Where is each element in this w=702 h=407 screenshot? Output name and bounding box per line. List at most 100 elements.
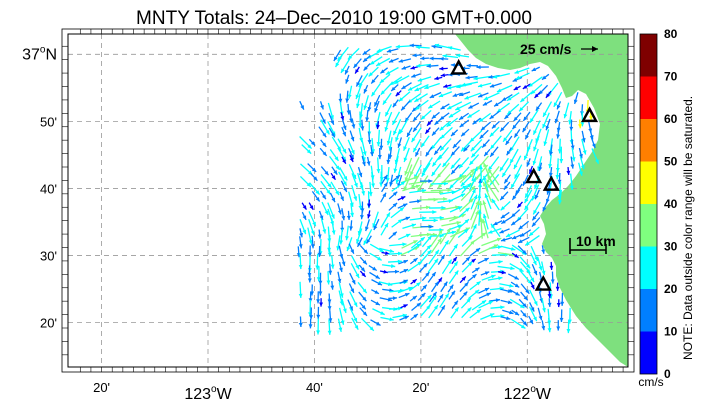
current-vector-head bbox=[317, 234, 322, 239]
current-vector-head bbox=[522, 84, 528, 89]
current-vector-head bbox=[316, 330, 321, 335]
current-vector-head bbox=[434, 249, 439, 255]
longitude-label: 20' bbox=[412, 380, 429, 395]
current-vector-head bbox=[491, 274, 496, 279]
current-vector-head bbox=[439, 190, 444, 195]
current-vector-head bbox=[490, 223, 495, 229]
colorbar-segment bbox=[640, 34, 657, 77]
current-vector-head bbox=[483, 181, 487, 187]
current-vector-head bbox=[526, 162, 531, 167]
current-vector-head bbox=[416, 302, 421, 307]
current-vector-head bbox=[478, 182, 483, 187]
current-vector-head bbox=[398, 59, 404, 63]
colorbar-segment bbox=[640, 246, 657, 289]
saturation-note: NOTE: Data outside color range will be s… bbox=[681, 96, 695, 360]
current-vector-head bbox=[478, 178, 483, 183]
current-vector-head bbox=[503, 137, 508, 142]
current-vector-head bbox=[509, 310, 514, 315]
current-vector-head bbox=[345, 98, 350, 103]
current-vector-head bbox=[362, 151, 367, 156]
current-vector-head bbox=[298, 264, 303, 270]
current-vector-head bbox=[309, 205, 314, 210]
current-vector-field bbox=[296, 43, 600, 335]
current-vector-head bbox=[412, 279, 417, 284]
current-vector-head bbox=[489, 132, 495, 137]
current-vector-head bbox=[465, 256, 471, 262]
current-vector-head bbox=[402, 242, 407, 247]
current-vector-head bbox=[392, 191, 398, 196]
current-vector-head bbox=[322, 132, 327, 138]
current-vector-head bbox=[318, 280, 323, 285]
current-vector-head bbox=[466, 183, 471, 188]
current-vector-head bbox=[449, 184, 454, 189]
current-vector-head bbox=[386, 140, 391, 146]
current-vector-head bbox=[440, 134, 445, 139]
current-vector-head bbox=[425, 129, 430, 134]
current-vector-head bbox=[368, 191, 373, 197]
current-vector-head bbox=[548, 163, 553, 169]
current-vector-head bbox=[530, 307, 535, 312]
current-vector-head bbox=[312, 221, 316, 227]
current-vector-head bbox=[351, 279, 356, 285]
current-vector-head bbox=[443, 181, 449, 186]
current-vector-head bbox=[349, 226, 354, 231]
current-vector-head bbox=[306, 149, 312, 154]
colorbar: 0 10 20 30 40 50 60 70 80 bbox=[639, 27, 678, 381]
current-vector-head bbox=[345, 69, 349, 75]
current-vector-head bbox=[522, 249, 527, 255]
current-vector-head bbox=[452, 256, 457, 262]
current-vector-head bbox=[380, 69, 385, 74]
radar-station-marker bbox=[450, 58, 468, 75]
current-vector-head bbox=[571, 157, 576, 162]
current-vector-head bbox=[510, 246, 516, 251]
current-vector-head bbox=[331, 197, 336, 203]
current-vector-head bbox=[520, 232, 525, 237]
current-vector-head bbox=[578, 124, 582, 129]
current-vector-head bbox=[525, 134, 529, 140]
current-vector-head bbox=[529, 169, 533, 174]
latitude-label: 30' bbox=[40, 249, 57, 264]
colorbar-frame bbox=[639, 33, 658, 375]
reference-vector-arrowhead bbox=[592, 46, 598, 52]
current-vector-head bbox=[481, 218, 486, 224]
current-vector-head bbox=[479, 134, 484, 139]
current-vector-head bbox=[302, 215, 307, 220]
current-vector-head bbox=[342, 181, 347, 186]
current-vector-head bbox=[315, 190, 320, 195]
current-vector-head bbox=[475, 210, 479, 215]
current-vector-head bbox=[308, 324, 313, 329]
current-vector-head bbox=[588, 115, 593, 121]
current-vector-head bbox=[310, 230, 315, 236]
current-vector-head bbox=[383, 175, 388, 180]
current-vector-head bbox=[424, 85, 429, 90]
current-vector-head bbox=[341, 215, 346, 221]
current-vector-head bbox=[355, 264, 360, 270]
current-vector-head bbox=[371, 183, 375, 188]
plot-area bbox=[68, 34, 628, 367]
current-vector-head bbox=[421, 142, 426, 148]
current-vector-head bbox=[533, 301, 538, 306]
current-vector-head bbox=[462, 185, 467, 190]
current-vector-head bbox=[326, 189, 331, 195]
current-vector-head bbox=[411, 223, 416, 228]
current-vector-head bbox=[330, 285, 335, 290]
current-vector-head bbox=[427, 294, 432, 300]
current-vector-head bbox=[538, 90, 543, 95]
current-vector-head bbox=[569, 185, 574, 190]
current-vector-head bbox=[387, 282, 393, 287]
current-vector-head bbox=[477, 83, 483, 88]
scale-bar: 10 km bbox=[569, 233, 616, 254]
current-vector-head bbox=[394, 80, 399, 84]
latitude-label: 37oN bbox=[22, 44, 57, 63]
current-vector-head bbox=[531, 67, 537, 72]
current-vector-head bbox=[349, 306, 353, 311]
colorbar-tick-label: 40 bbox=[664, 197, 678, 211]
current-vector-head bbox=[547, 328, 552, 333]
current-vector-head bbox=[315, 265, 320, 270]
current-vector-head bbox=[456, 53, 461, 58]
current-vector-head bbox=[340, 320, 345, 325]
current-vector-head bbox=[310, 244, 315, 249]
current-vector-head bbox=[479, 217, 484, 222]
current-vector-head bbox=[484, 193, 489, 199]
current-vector-head bbox=[595, 159, 599, 164]
